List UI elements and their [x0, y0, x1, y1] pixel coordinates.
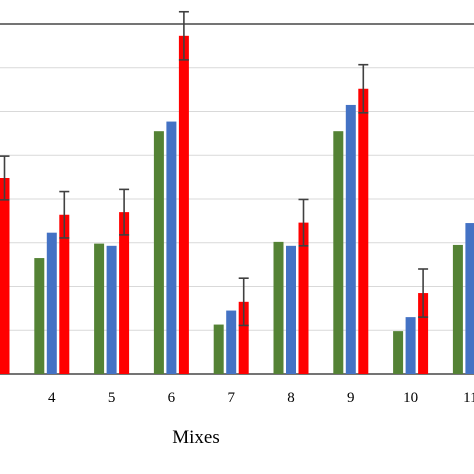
bar — [226, 310, 237, 374]
x-tick-label: 9 — [347, 390, 355, 406]
bar — [106, 245, 117, 374]
bar — [153, 131, 164, 374]
bar — [393, 331, 404, 374]
bar — [465, 223, 474, 374]
bar — [298, 222, 309, 374]
bar — [418, 293, 429, 374]
x-tick-label: 6 — [168, 390, 176, 406]
bars — [0, 35, 474, 374]
x-tick-label: 7 — [227, 390, 235, 406]
bar — [119, 212, 130, 374]
x-tick-labels: 4 5 6 7 8 9 10 11 — [48, 390, 474, 406]
x-tick-label: 10 — [403, 390, 418, 406]
bar — [452, 244, 463, 374]
gridlines — [0, 23, 474, 375]
bar — [238, 301, 249, 374]
x-axis-title: Mixes — [172, 427, 220, 448]
bar — [0, 178, 10, 374]
x-tick-label: 4 — [48, 390, 56, 406]
bar — [59, 214, 70, 374]
bar — [345, 104, 356, 374]
x-tick-label: 5 — [108, 390, 116, 406]
bar — [358, 88, 369, 374]
bar — [286, 245, 296, 374]
bar — [94, 243, 105, 374]
bar — [273, 241, 284, 374]
bar — [166, 121, 177, 374]
error-bars — [0, 10, 429, 327]
bar — [213, 324, 224, 374]
bar — [178, 35, 189, 374]
x-tick-label: 8 — [287, 390, 295, 406]
x-tick-label: 11 — [463, 390, 474, 406]
bar — [34, 258, 45, 374]
bar — [333, 131, 344, 374]
bar — [46, 232, 57, 374]
bar — [405, 317, 416, 374]
